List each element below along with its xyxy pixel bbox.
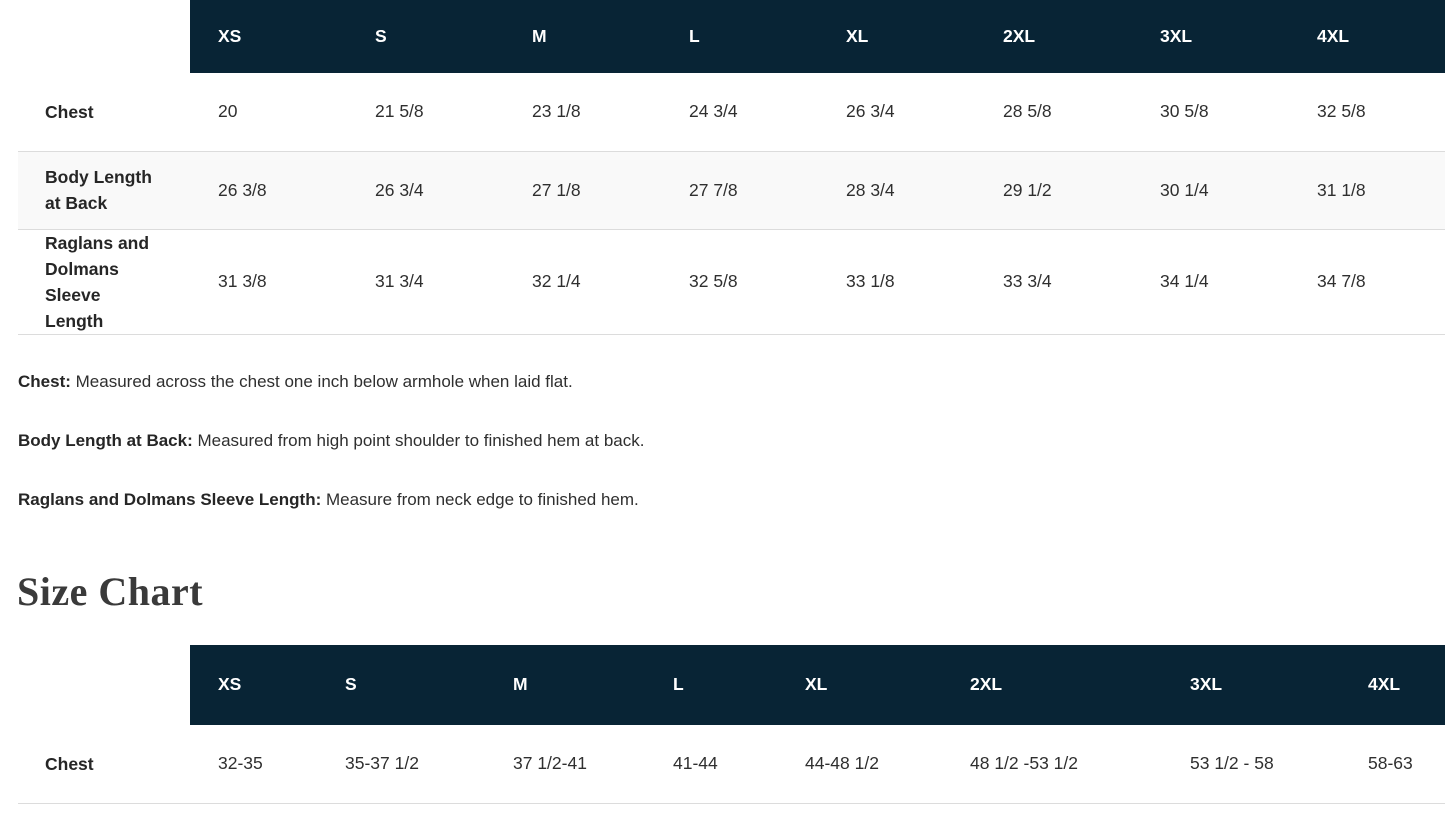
- cell: 27 1/8: [504, 151, 661, 230]
- size-column-header-xl: XL: [818, 0, 975, 73]
- row-label-body-length: Body Length at Back: [18, 151, 190, 230]
- size-column-header-2xl: 2XL: [975, 0, 1132, 73]
- size-column-header-l: L: [661, 0, 818, 73]
- table-row-chest: Chest 32-35 35-37 1/2 37 1/2-41 41-44 44…: [18, 724, 1445, 804]
- note-raglans-sleeve-label: Raglans and Dolmans Sleeve Length:: [18, 489, 322, 509]
- cell: 32 1/4: [504, 229, 661, 335]
- cell: 30 5/8: [1132, 73, 1289, 152]
- cell: 32-35: [190, 724, 317, 804]
- size-guide-page: XS S M L XL 2XL 3XL 4XL Chest 20 21 5/8 …: [17, 0, 1445, 804]
- size-column-header-2xl: 2XL: [942, 644, 1162, 725]
- size-column-header-4xl: 4XL: [1289, 0, 1445, 73]
- size-column-header-s: S: [317, 644, 485, 725]
- note-chest: Chest: Measured across the chest one inc…: [18, 369, 1445, 395]
- note-body-length: Body Length at Back: Measured from high …: [18, 428, 1445, 454]
- table-corner-cell: [18, 0, 190, 73]
- cell: 53 1/2 - 58: [1162, 724, 1340, 804]
- size-column-header-s: S: [347, 0, 504, 73]
- cell: 24 3/4: [661, 73, 818, 152]
- cell: 21 5/8: [347, 73, 504, 152]
- note-body-length-text: Measured from high point shoulder to fin…: [197, 430, 645, 450]
- note-chest-text: Measured across the chest one inch below…: [75, 371, 573, 391]
- cell: 26 3/4: [818, 73, 975, 152]
- cell: 26 3/8: [190, 151, 347, 230]
- cell: 20: [190, 73, 347, 152]
- cell: 31 1/8: [1289, 151, 1445, 230]
- size-chart-table: XS S M L XL 2XL 3XL 4XL Chest 32-35 35-3…: [18, 644, 1445, 804]
- size-column-header-4xl: 4XL: [1340, 644, 1445, 725]
- row-label-raglans-sleeve: Raglans and Dolmans Sleeve Length: [18, 229, 190, 335]
- cell: 34 7/8: [1289, 229, 1445, 335]
- size-header-row: XS S M L XL 2XL 3XL 4XL: [18, 0, 1445, 73]
- cell: 28 5/8: [975, 73, 1132, 152]
- size-column-header-xl: XL: [777, 644, 942, 725]
- cell: 32 5/8: [1289, 73, 1445, 152]
- cell: 29 1/2: [975, 151, 1132, 230]
- note-body-length-label: Body Length at Back:: [18, 430, 193, 450]
- cell: 37 1/2-41: [485, 724, 645, 804]
- cell: 31 3/8: [190, 229, 347, 335]
- row-label-chest: Chest: [18, 724, 190, 804]
- cell: 26 3/4: [347, 151, 504, 230]
- cell: 48 1/2 -53 1/2: [942, 724, 1162, 804]
- cell: 33 3/4: [975, 229, 1132, 335]
- size-column-header-m: M: [485, 644, 645, 725]
- cell: 30 1/4: [1132, 151, 1289, 230]
- size-column-header-l: L: [645, 644, 777, 725]
- cell: 44-48 1/2: [777, 724, 942, 804]
- cell: 27 7/8: [661, 151, 818, 230]
- cell: 31 3/4: [347, 229, 504, 335]
- size-chart-heading: Size Chart: [17, 568, 204, 614]
- cell: 35-37 1/2: [317, 724, 485, 804]
- note-raglans-sleeve: Raglans and Dolmans Sleeve Length: Measu…: [18, 487, 1445, 513]
- size-header-row: XS S M L XL 2XL 3XL 4XL: [18, 644, 1445, 725]
- table-row-raglans-sleeve: Raglans and Dolmans Sleeve Length 31 3/8…: [18, 229, 1445, 335]
- cell: 41-44: [645, 724, 777, 804]
- cell: 33 1/8: [818, 229, 975, 335]
- cell: 34 1/4: [1132, 229, 1289, 335]
- cell: 23 1/8: [504, 73, 661, 152]
- note-chest-label: Chest:: [18, 371, 71, 391]
- table-corner-cell: [18, 645, 190, 725]
- size-column-header-3xl: 3XL: [1132, 0, 1289, 73]
- size-column-header-xs: XS: [190, 0, 347, 73]
- table-row-chest: Chest 20 21 5/8 23 1/8 24 3/4 26 3/4 28 …: [18, 73, 1445, 152]
- cell: 32 5/8: [661, 229, 818, 335]
- cell: 58-63: [1340, 724, 1445, 804]
- measurement-notes: Chest: Measured across the chest one inc…: [18, 369, 1445, 513]
- row-label-chest: Chest: [18, 73, 190, 152]
- table-row-body-length: Body Length at Back 26 3/8 26 3/4 27 1/8…: [18, 151, 1445, 230]
- size-column-header-xs: XS: [190, 644, 317, 725]
- cell: 28 3/4: [818, 151, 975, 230]
- size-column-header-3xl: 3XL: [1162, 644, 1340, 725]
- garment-measurements-table: XS S M L XL 2XL 3XL 4XL Chest 20 21 5/8 …: [18, 0, 1445, 335]
- size-column-header-m: M: [504, 0, 661, 73]
- note-raglans-sleeve-text: Measure from neck edge to finished hem.: [325, 489, 639, 509]
